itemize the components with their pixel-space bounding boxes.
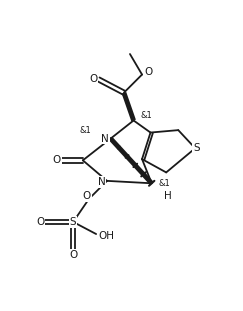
Text: OH: OH xyxy=(98,231,114,241)
Text: O: O xyxy=(53,155,61,165)
Text: O: O xyxy=(36,217,44,227)
Text: H: H xyxy=(164,191,171,201)
Text: N: N xyxy=(98,177,105,187)
Text: O: O xyxy=(83,191,91,201)
Text: &1: &1 xyxy=(79,126,91,135)
Text: N: N xyxy=(101,134,109,144)
Text: S: S xyxy=(193,143,200,153)
Text: O: O xyxy=(89,74,97,84)
Text: &1: &1 xyxy=(158,179,170,188)
Text: O: O xyxy=(145,67,153,77)
Text: O: O xyxy=(69,250,77,260)
Text: &1: &1 xyxy=(140,111,152,120)
Text: S: S xyxy=(70,217,77,227)
